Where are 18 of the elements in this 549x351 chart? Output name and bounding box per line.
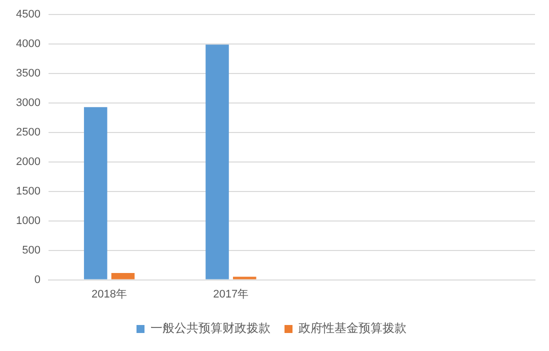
y-tick-label: 500 xyxy=(22,244,40,256)
bar xyxy=(206,44,229,280)
bar xyxy=(232,276,256,280)
bar xyxy=(111,273,135,280)
y-tick-label: 0 xyxy=(34,274,40,286)
y-tick-label: 3000 xyxy=(16,97,40,110)
x-tick-label: 2018年 xyxy=(92,288,128,300)
y-tick-label: 2000 xyxy=(16,156,40,168)
legend-label: 一般公共预算财政拨款 xyxy=(150,321,270,336)
y-tick-label: 4500 xyxy=(16,8,40,21)
legend-label: 政府性基金预算拨款 xyxy=(298,321,406,336)
y-tick-label: 4000 xyxy=(16,38,40,50)
y-tick-label: 3500 xyxy=(16,68,40,80)
bar xyxy=(84,107,108,280)
y-tick-label: 1500 xyxy=(16,185,40,198)
y-tick-label: 1000 xyxy=(16,214,40,227)
x-tick-label: 2017年 xyxy=(213,288,249,300)
y-tick-label: 2500 xyxy=(16,126,40,138)
